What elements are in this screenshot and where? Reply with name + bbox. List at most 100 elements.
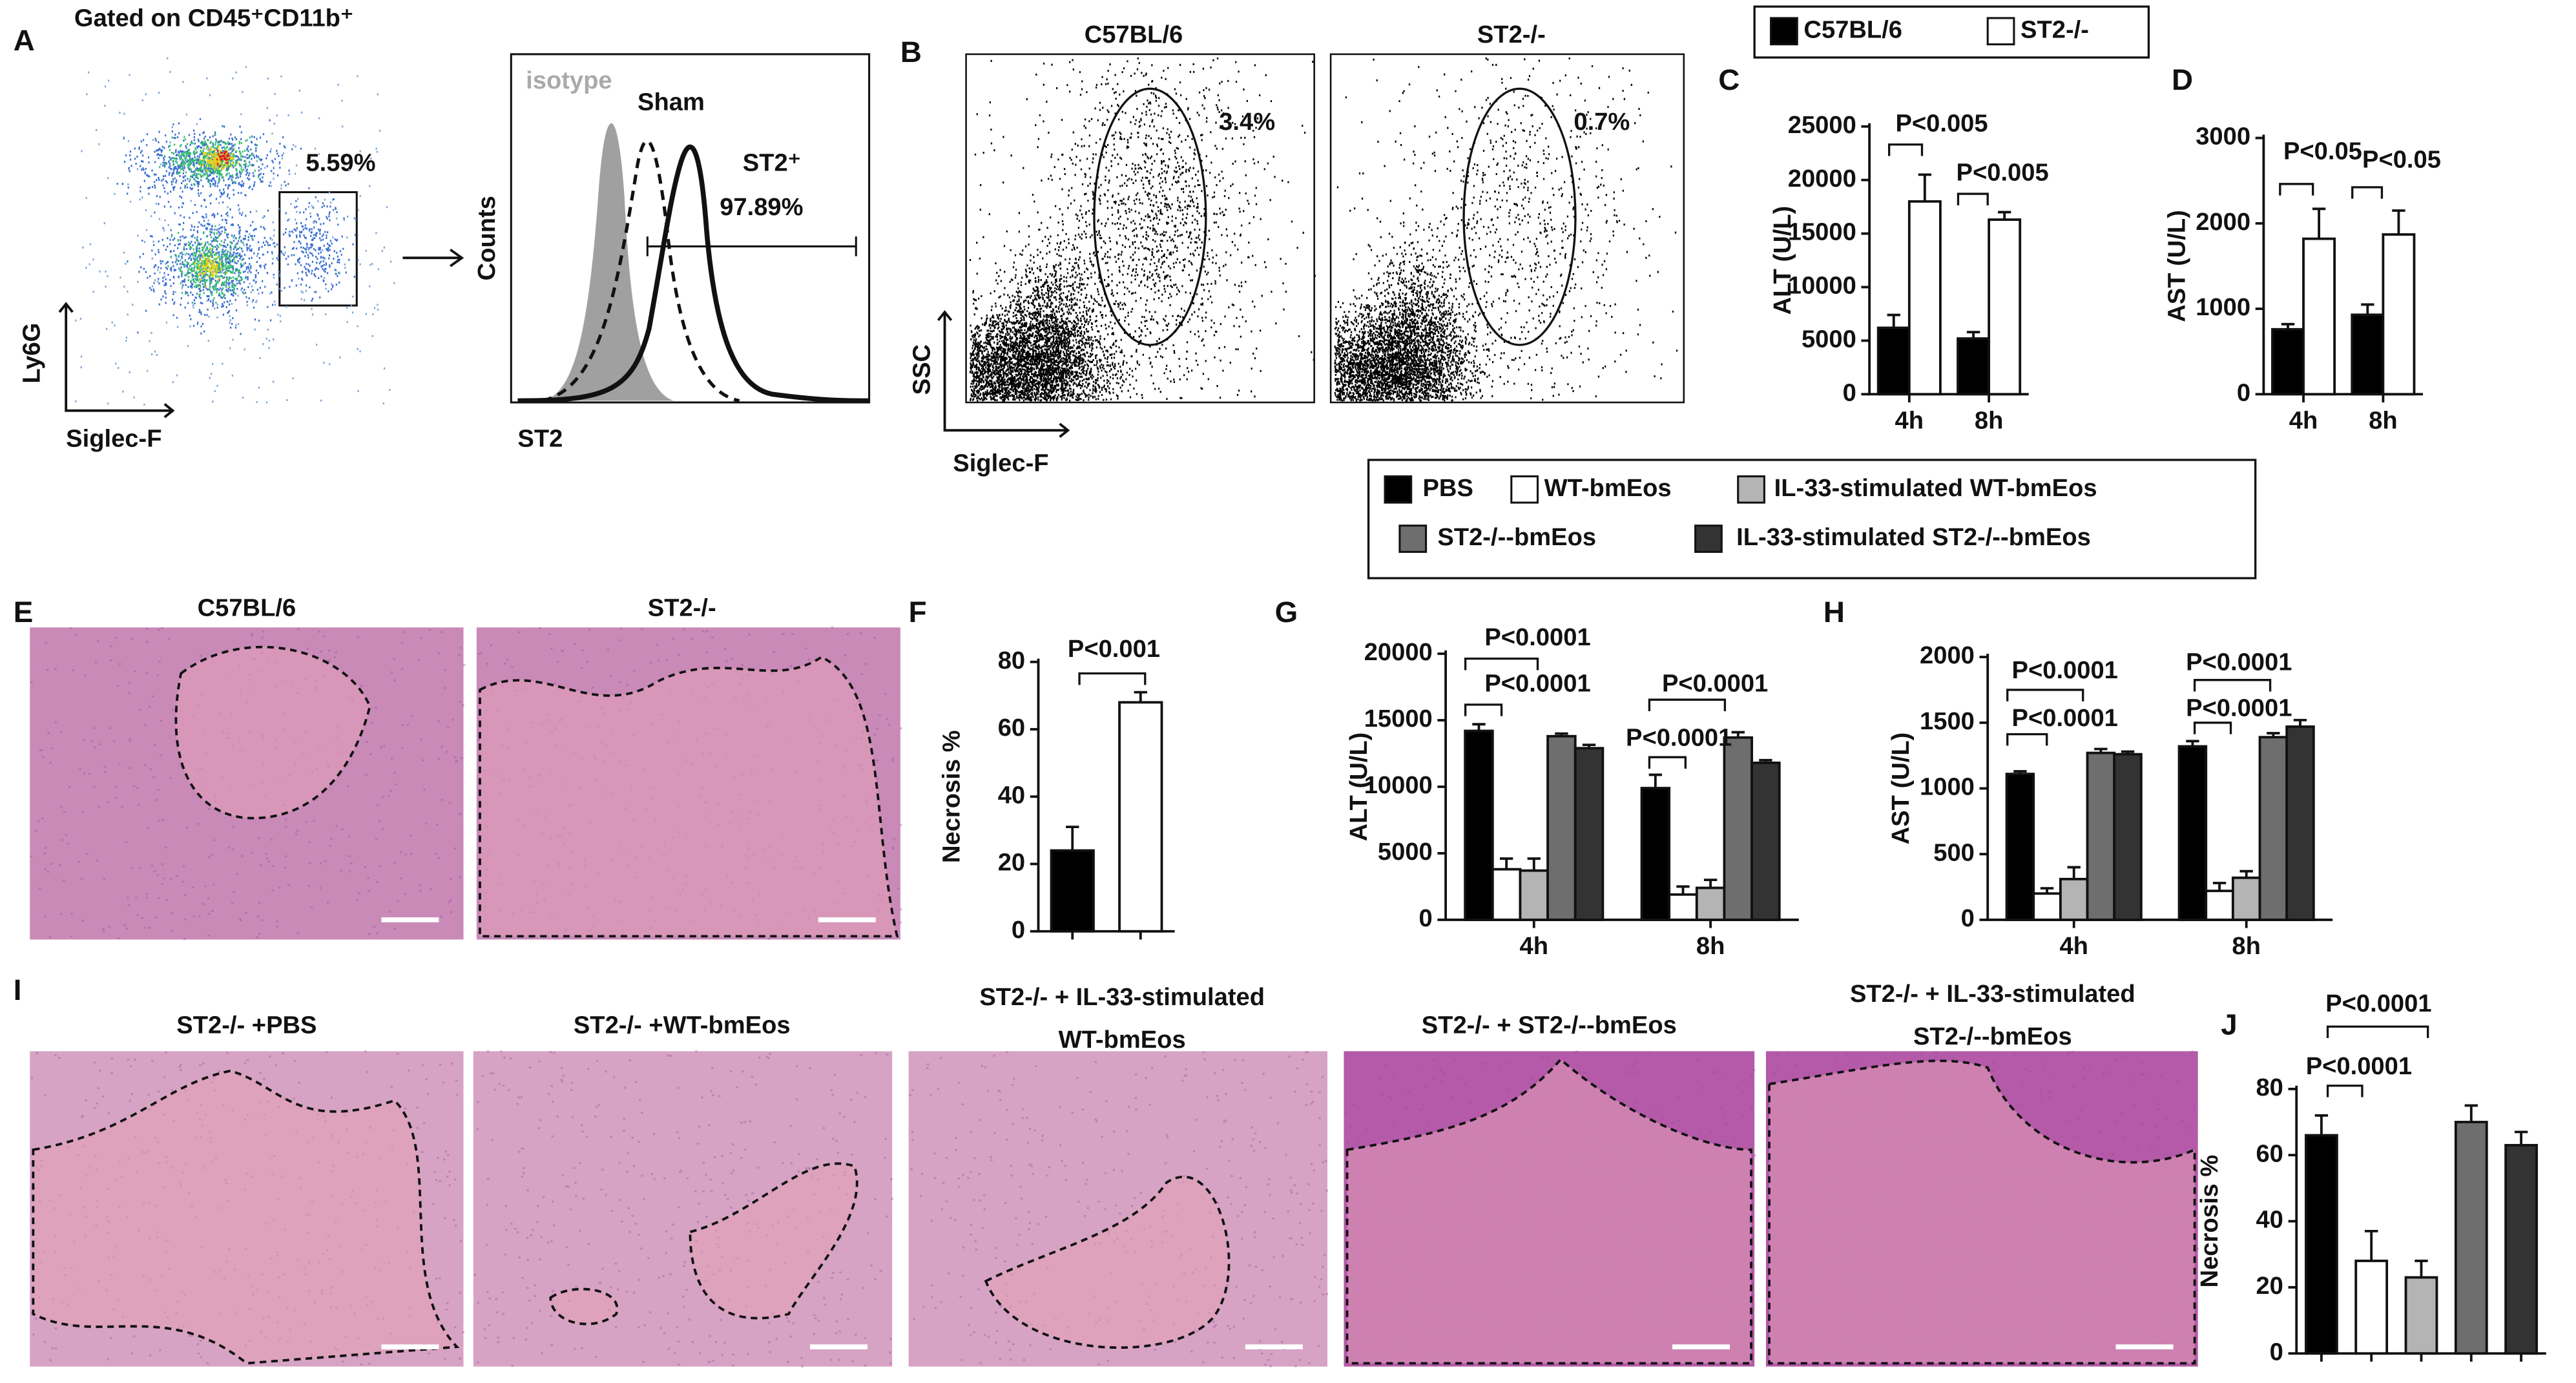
p-value: P<0.0001 [2186, 648, 2292, 676]
p-value: P<0.0001 [1484, 669, 1590, 697]
event-cloud [1334, 291, 1523, 402]
axis-label: Ly6G [17, 323, 45, 384]
y-tick-label: 20 [2256, 1272, 2283, 1300]
bar [2032, 892, 2062, 921]
gate-percent: 3.4% [1219, 108, 1275, 136]
gate-percent: 5.59% [306, 149, 375, 176]
significance-bracket [2351, 186, 2384, 199]
p-value: P<0.0001 [2012, 656, 2118, 684]
p-value: P<0.0001 [1662, 669, 1768, 697]
legend [1753, 5, 2150, 59]
plot-title: C57BL/6 [1085, 21, 1183, 48]
panel-letter: E [14, 596, 34, 629]
event-cloud [194, 247, 228, 288]
bar [2086, 751, 2116, 921]
gate [278, 191, 358, 307]
gate-percent: 0.7% [1574, 108, 1630, 136]
significance-bracket [1078, 672, 1147, 685]
bar [1957, 337, 1991, 396]
image-caption: WT-bmEos [1059, 1026, 1186, 1054]
legend-swatch [1986, 17, 2015, 46]
p-value: P<0.0001 [1626, 723, 1732, 751]
legend-label: WT-bmEos [1544, 474, 1672, 502]
bar [2285, 725, 2315, 921]
p-value: P<0.05 [2283, 138, 2362, 165]
legend-label: C57BL/6 [1803, 16, 1902, 43]
bar [1876, 326, 1911, 396]
arrow [402, 248, 464, 267]
significance-bracket [1887, 143, 1924, 156]
y-tick-label: 500 [1933, 838, 1975, 866]
bar [1050, 849, 1095, 933]
x-tick-label: 4h [1520, 932, 1549, 960]
legend-swatch [1510, 475, 1539, 504]
y-tick-label: 80 [2256, 1074, 2283, 1101]
bar [1723, 736, 1753, 921]
y-tick-label: 0 [1012, 916, 1025, 944]
y-tick-label: 60 [998, 714, 1025, 742]
y-tick-label: 25000 [1788, 111, 1856, 139]
event-cloud [1376, 57, 1654, 400]
necrosis-outline [689, 1162, 858, 1320]
y-tick-label: 10000 [1788, 272, 1856, 300]
p-value: P<0.0001 [2012, 704, 2118, 732]
legend-swatch [1384, 475, 1413, 504]
bar [2382, 233, 2416, 396]
bar [2005, 773, 2035, 921]
legend-label: IL-33-stimulated ST2-/--bmEos [1736, 523, 2091, 551]
histogram-frame [510, 53, 871, 404]
necrosis-outline [32, 1069, 460, 1365]
bar [1988, 218, 2022, 396]
bar [2205, 889, 2234, 921]
y-tick-label: 60 [2256, 1139, 2283, 1167]
p-value: P<0.0001 [2186, 694, 2292, 722]
p-value: P<0.005 [1895, 109, 1988, 137]
gate-title: Gated on CD45⁺CD11b⁺ [74, 5, 353, 32]
panel-letter: C [1718, 63, 1740, 96]
image-caption: ST2-/- +WT-bmEos [574, 1011, 791, 1039]
p-value: P<0.005 [1957, 159, 2049, 187]
y-tick-label: 80 [998, 647, 1025, 674]
panel-letter: G [1275, 596, 1298, 629]
y-tick-label: 0 [1961, 904, 1975, 932]
x-tick-label: 8h [2369, 407, 2398, 435]
bar [1519, 869, 1550, 921]
legend-swatch [1770, 17, 1798, 46]
bar [1574, 747, 1605, 921]
legend-label: ST2-/- [2020, 16, 2089, 43]
event-cloud [997, 57, 1272, 400]
x-tick-label: 8h [1696, 932, 1725, 960]
plot-frame [1329, 53, 1685, 404]
y-tick-label: 2000 [2196, 208, 2250, 236]
event-cloud [969, 57, 1316, 402]
bar [2305, 1134, 2338, 1355]
event-cloud [1345, 212, 1488, 402]
necrosis-outline [174, 645, 371, 820]
significance-bracket [1648, 756, 1687, 769]
legend-label: ST2-/--bmEos [1437, 523, 1596, 551]
p-value: P<0.0001 [2325, 990, 2431, 1017]
histology [30, 626, 2199, 1368]
x-tick-label: 4h [2289, 407, 2318, 435]
gate-bar [646, 236, 857, 256]
y-tick-label: 1000 [2196, 293, 2250, 321]
panel-letter: J [2221, 1008, 2237, 1041]
bar [2504, 1143, 2538, 1355]
y-axis-label: Necrosis % [937, 730, 965, 863]
y-tick-label: 0 [2270, 1338, 2283, 1366]
legend-swatch [1737, 475, 1765, 504]
x-tick-label: 8h [2232, 932, 2261, 960]
y-axis-label: AST (U/L) [1887, 733, 1915, 845]
panel-letter: H [1823, 596, 1845, 629]
axis-label: ST2 [517, 425, 563, 453]
bar [1907, 200, 1942, 396]
y-tick-label: 10000 [1364, 771, 1433, 799]
significance-bracket [1957, 192, 1989, 205]
necrosis-outline [1345, 1057, 1752, 1365]
y-axis-label: Necrosis % [2196, 1155, 2223, 1288]
panel-letter: B [900, 36, 922, 68]
axis-label: Siglec-F [66, 425, 161, 453]
significance-bracket [2006, 733, 2048, 746]
